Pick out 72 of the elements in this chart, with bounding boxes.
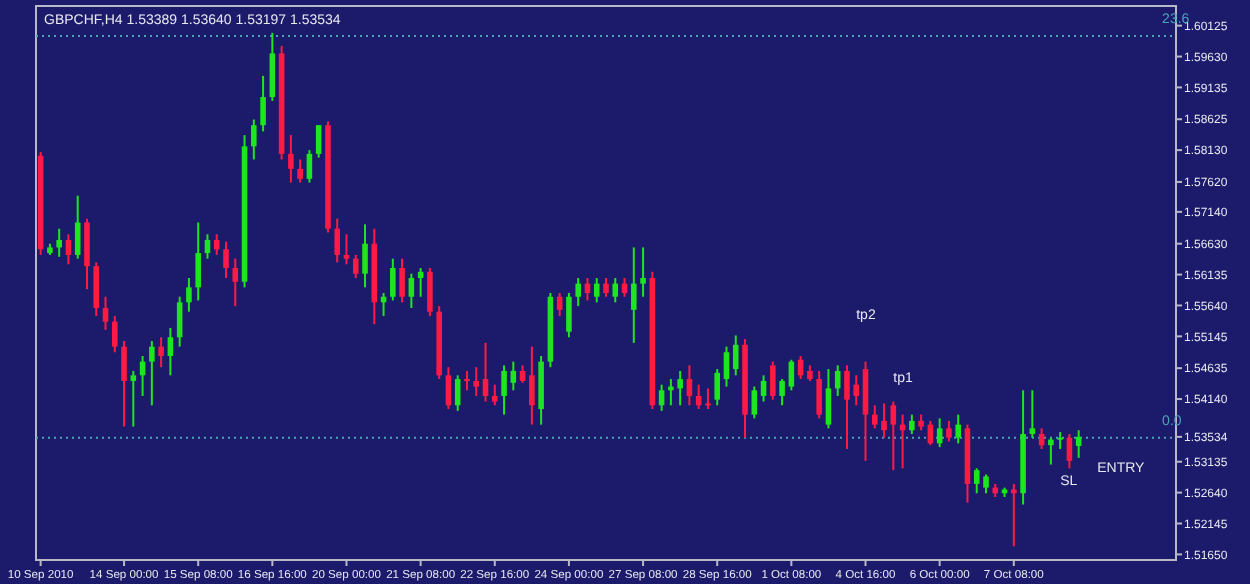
candlestick	[362, 223, 368, 289]
candlestick	[1066, 432, 1073, 470]
candlestick	[593, 277, 600, 304]
candlestick	[269, 31, 276, 102]
candlestick	[788, 358, 795, 392]
candlestick	[65, 233, 72, 266]
candlestick	[74, 194, 81, 260]
candlestick	[751, 385, 758, 420]
candlestick	[84, 217, 90, 291]
candlestick	[705, 387, 711, 411]
candlestick	[825, 368, 832, 430]
candlestick	[445, 366, 452, 411]
candlestick	[612, 277, 619, 304]
candlestick	[149, 340, 155, 407]
candlestick	[1048, 436, 1054, 466]
candlestick	[770, 360, 776, 401]
candlestick	[909, 413, 915, 435]
candlestick	[1029, 389, 1036, 439]
candlestick	[121, 340, 127, 428]
candlestick	[631, 246, 637, 344]
candlestick	[93, 261, 100, 318]
candlestick	[306, 149, 313, 184]
candlestick	[112, 315, 118, 354]
candlestick	[492, 383, 498, 407]
candlestick	[732, 334, 739, 377]
candlestick	[603, 277, 609, 298]
candlestick	[56, 227, 62, 258]
candlestick	[714, 368, 720, 407]
candlestick	[158, 336, 164, 369]
candlestick	[232, 257, 239, 308]
candlestick	[251, 118, 257, 161]
candlestick	[102, 295, 109, 331]
candlestick	[482, 341, 489, 403]
candlestick	[575, 277, 581, 308]
candlestick	[566, 291, 572, 339]
candlestick	[779, 378, 785, 407]
candlestick	[464, 369, 470, 392]
candlestick	[1075, 429, 1082, 459]
candlestick	[473, 366, 480, 397]
candlestick	[399, 257, 405, 304]
candlestick	[288, 134, 294, 184]
candlestick	[167, 326, 174, 377]
candlestick	[315, 124, 322, 159]
candlestick	[723, 345, 730, 388]
candlestick	[297, 158, 303, 184]
candlestick	[640, 246, 646, 298]
candlestick	[946, 419, 952, 443]
candlestick	[343, 233, 350, 266]
candlestick	[223, 240, 229, 280]
candlestick	[658, 383, 665, 412]
candlestick	[427, 267, 433, 318]
candlestick	[260, 74, 266, 133]
candlestick	[390, 257, 396, 302]
candlestick	[352, 253, 359, 280]
candlestick	[686, 364, 693, 407]
candlestick	[936, 417, 943, 449]
candlestick	[816, 369, 822, 420]
candlestick	[955, 413, 961, 445]
candlestick	[529, 345, 535, 426]
candlestick	[408, 272, 415, 309]
candlestick	[890, 400, 897, 472]
candlestick	[760, 374, 767, 403]
candlestick	[510, 360, 517, 392]
candlestick	[176, 295, 183, 348]
candlestick	[130, 369, 137, 428]
candlestick	[195, 221, 201, 302]
candlestick	[538, 354, 544, 426]
candlestick	[862, 360, 869, 462]
candlestick	[334, 217, 340, 264]
candlestick	[501, 364, 507, 416]
candlestick	[213, 233, 220, 256]
candlestick	[186, 277, 192, 313]
